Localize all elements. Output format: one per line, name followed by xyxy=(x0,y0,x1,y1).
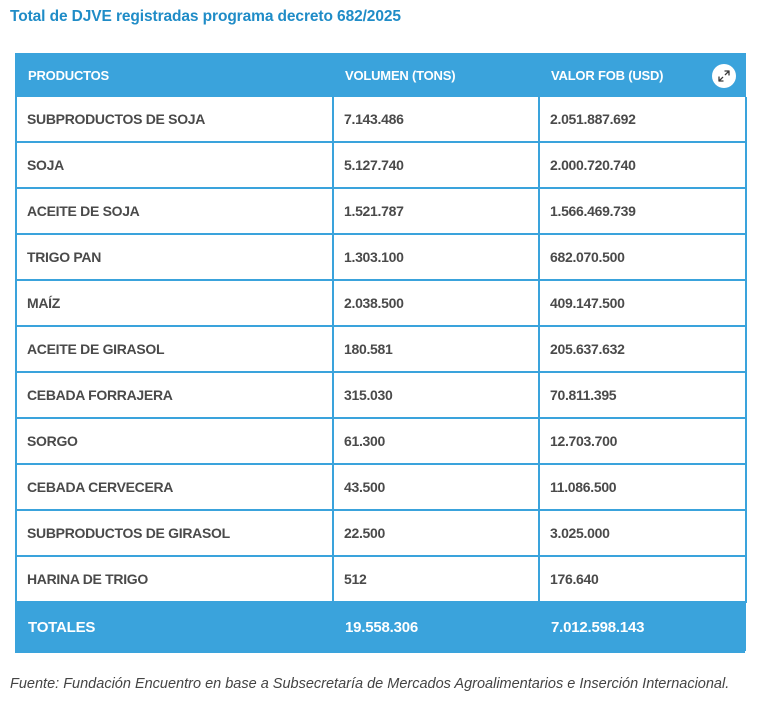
cell-valor-fob: 12.703.700 xyxy=(538,417,747,465)
cell-valor-fob: 2.051.887.692 xyxy=(538,97,747,143)
cell-valor-fob: 3.025.000 xyxy=(538,509,747,557)
totals-valor-fob: 7.012.598.143 xyxy=(539,602,746,651)
cell-volumen: 5.127.740 xyxy=(332,141,540,189)
cell-valor-fob: 205.637.632 xyxy=(538,325,747,373)
table-row: ACEITE DE GIRASOL 180.581 205.637.632 xyxy=(15,325,747,373)
cell-producto: SUBPRODUCTOS DE GIRASOL xyxy=(15,509,334,557)
cell-producto: MAÍZ xyxy=(15,279,334,327)
page-title: Total de DJVE registradas programa decre… xyxy=(10,8,401,25)
cell-volumen: 43.500 xyxy=(332,463,540,511)
cell-volumen: 22.500 xyxy=(332,509,540,557)
cell-producto: CEBADA CERVECERA xyxy=(15,463,334,511)
cell-producto: ACEITE DE GIRASOL xyxy=(15,325,334,373)
totals-row: TOTALES 19.558.306 7.012.598.143 xyxy=(16,602,746,651)
cell-valor-fob: 70.811.395 xyxy=(538,371,747,419)
cell-producto: CEBADA FORRAJERA xyxy=(15,371,334,419)
table-row: ACEITE DE SOJA 1.521.787 1.566.469.739 xyxy=(15,187,747,235)
totals-volumen: 19.558.306 xyxy=(333,602,539,651)
cell-producto: ACEITE DE SOJA xyxy=(15,187,334,235)
table-row: HARINA DE TRIGO 512 176.640 xyxy=(15,555,747,603)
cell-valor-fob: 682.070.500 xyxy=(538,233,747,281)
cell-volumen: 7.143.486 xyxy=(332,97,540,143)
data-table-container: PRODUCTOS VOLUMEN (TONS) VALOR FOB (USD)… xyxy=(15,53,747,653)
header-valor-fob-label: VALOR FOB (USD) xyxy=(551,67,664,83)
header-volumen: VOLUMEN (TONS) xyxy=(333,53,539,97)
cell-producto: SUBPRODUCTOS DE SOJA xyxy=(15,97,334,143)
table-row: SUBPRODUCTOS DE SOJA 7.143.486 2.051.887… xyxy=(15,97,747,143)
cell-producto: SOJA xyxy=(15,141,334,189)
source-note: Fuente: Fundación Encuentro en base a Su… xyxy=(10,676,730,692)
cell-producto: TRIGO PAN xyxy=(15,233,334,281)
cell-volumen: 1.303.100 xyxy=(332,233,540,281)
expand-button[interactable] xyxy=(712,64,736,88)
cell-valor-fob: 2.000.720.740 xyxy=(538,141,747,189)
totals-label: TOTALES xyxy=(16,602,333,651)
expand-icon xyxy=(718,70,730,82)
cell-volumen: 180.581 xyxy=(332,325,540,373)
table-row: SORGO 61.300 12.703.700 xyxy=(15,417,747,465)
table-row: TRIGO PAN 1.303.100 682.070.500 xyxy=(15,233,747,281)
cell-valor-fob: 11.086.500 xyxy=(538,463,747,511)
table-row: SUBPRODUCTOS DE GIRASOL 22.500 3.025.000 xyxy=(15,509,747,557)
data-table: PRODUCTOS VOLUMEN (TONS) VALOR FOB (USD)… xyxy=(15,53,747,651)
cell-producto: SORGO xyxy=(15,417,334,465)
cell-volumen: 61.300 xyxy=(332,417,540,465)
cell-producto: HARINA DE TRIGO xyxy=(15,555,334,603)
cell-valor-fob: 1.566.469.739 xyxy=(538,187,747,235)
table-header-row: PRODUCTOS VOLUMEN (TONS) VALOR FOB (USD) xyxy=(16,53,746,97)
table-row: SOJA 5.127.740 2.000.720.740 xyxy=(15,141,747,189)
cell-volumen: 2.038.500 xyxy=(332,279,540,327)
table-row: CEBADA CERVECERA 43.500 11.086.500 xyxy=(15,463,747,511)
cell-volumen: 1.521.787 xyxy=(332,187,540,235)
cell-valor-fob: 176.640 xyxy=(538,555,747,603)
header-valor-fob: VALOR FOB (USD) xyxy=(539,53,746,97)
cell-volumen: 315.030 xyxy=(332,371,540,419)
cell-volumen: 512 xyxy=(332,555,540,603)
table-row: CEBADA FORRAJERA 315.030 70.811.395 xyxy=(15,371,747,419)
header-productos: PRODUCTOS xyxy=(16,53,333,97)
table-row: MAÍZ 2.038.500 409.147.500 xyxy=(15,279,747,327)
cell-valor-fob: 409.147.500 xyxy=(538,279,747,327)
